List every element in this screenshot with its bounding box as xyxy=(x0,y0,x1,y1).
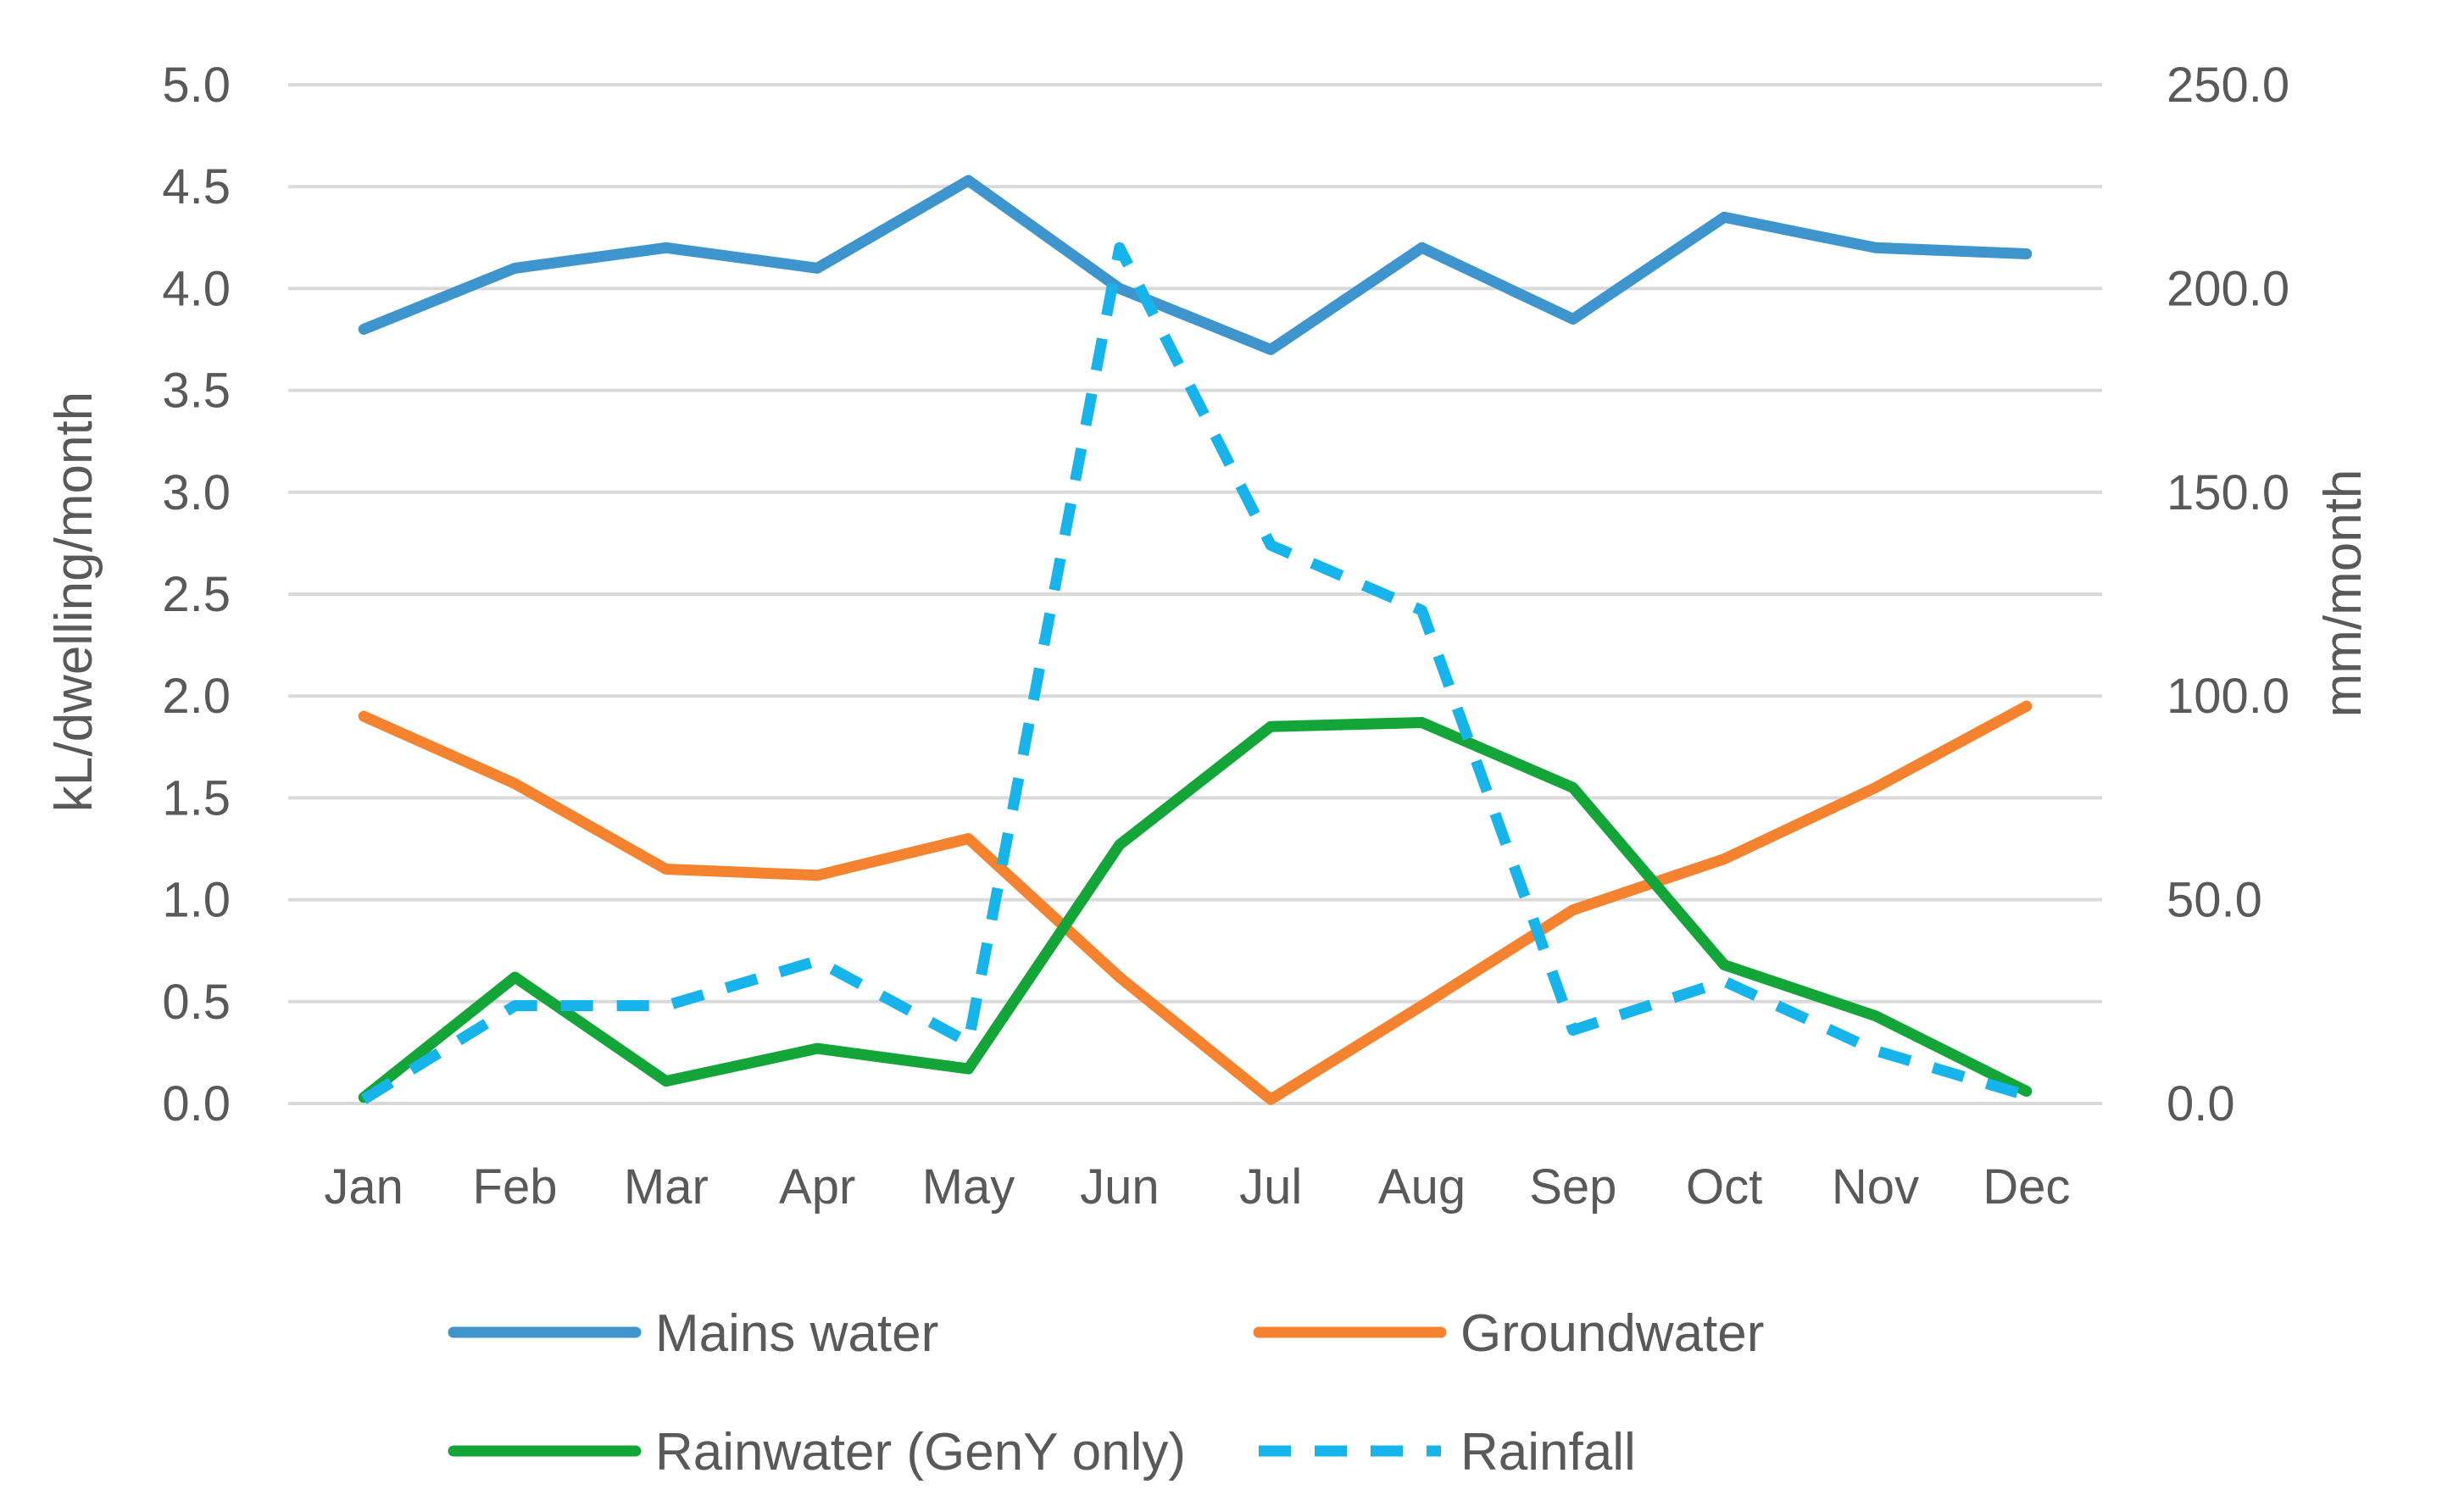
legend-label: Rainfall xyxy=(1460,1423,1636,1481)
right-tick-label: 250.0 xyxy=(2167,58,2289,113)
x-tick-label: Aug xyxy=(1378,1159,1466,1215)
left-axis-title: kL/dwelling/month xyxy=(45,392,103,812)
legend: Mains water Groundwater Rainwater (GenY on… xyxy=(448,1304,1764,1481)
series-line-rainfall xyxy=(360,242,2028,1104)
left-tick-label: 1.5 xyxy=(162,770,231,825)
right-tick-label: 150.0 xyxy=(2167,465,2289,520)
left-tick-label: 4.0 xyxy=(162,261,231,316)
legend-label: Mains water xyxy=(655,1304,938,1363)
legend-label: Groundwater xyxy=(1460,1304,1764,1363)
x-axis-ticks: Jan Feb Mar Apr May Jun Jul Aug Sep Oct Nov Dec xyxy=(324,1159,2070,1215)
x-tick-label: Mar xyxy=(624,1159,709,1215)
left-tick-label: 5.0 xyxy=(162,58,231,113)
x-tick-label: Nov xyxy=(1832,1159,1919,1215)
left-tick-label: 0.0 xyxy=(162,1076,231,1131)
left-tick-label: 3.0 xyxy=(162,465,231,520)
x-tick-label: Dec xyxy=(1983,1159,2070,1215)
left-tick-label: 3.5 xyxy=(162,364,231,419)
left-tick-label: 1.0 xyxy=(162,873,231,928)
left-axis-ticks: 0.0 0.5 1.0 1.5 2.0 2.5 3.0 3.5 4.0 4.5 5.0 xyxy=(162,58,231,1131)
right-tick-label: 0.0 xyxy=(2167,1076,2235,1131)
right-tick-label: 100.0 xyxy=(2167,669,2289,724)
x-tick-label: Jan xyxy=(324,1159,403,1215)
left-tick-label: 4.5 xyxy=(162,159,231,214)
right-axis-title: mm/month xyxy=(2314,470,2372,718)
left-tick-label: 2.0 xyxy=(162,669,231,724)
left-tick-label: 2.5 xyxy=(162,567,231,622)
x-tick-label: May xyxy=(922,1159,1015,1215)
series-line-mains-water xyxy=(358,175,2033,355)
x-tick-label: Jun xyxy=(1080,1159,1160,1215)
right-axis-ticks: 0.0 50.0 100.0 150.0 200.0 250.0 xyxy=(2167,58,2289,1131)
x-tick-label: Apr xyxy=(779,1159,855,1215)
series-line-groundwater xyxy=(358,700,2033,1105)
right-tick-label: 200.0 xyxy=(2167,261,2289,316)
x-tick-label: Feb xyxy=(473,1159,558,1215)
x-tick-label: Jul xyxy=(1239,1159,1302,1215)
legend-label: Rainwater (GenY only) xyxy=(655,1423,1186,1481)
series-lines xyxy=(358,175,2033,1105)
x-tick-label: Oct xyxy=(1686,1159,1762,1215)
left-tick-label: 0.5 xyxy=(162,975,231,1030)
right-tick-label: 50.0 xyxy=(2167,873,2262,928)
series-line-rainwater-geny-only xyxy=(358,717,2033,1103)
x-tick-label: Sep xyxy=(1529,1159,1616,1215)
